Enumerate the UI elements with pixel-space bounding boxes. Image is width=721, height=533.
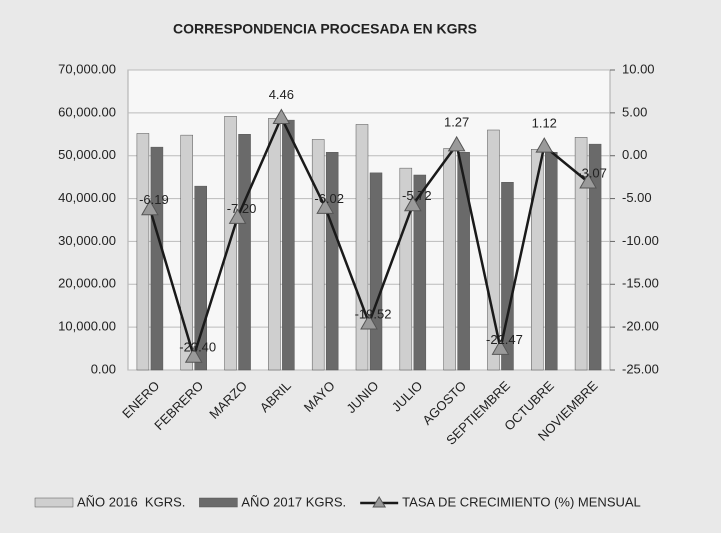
bar <box>136 133 150 371</box>
bar <box>268 118 281 371</box>
bar <box>413 174 427 371</box>
legend-marker <box>372 496 387 508</box>
bar <box>325 152 339 371</box>
y2-tick-label: 10.00 <box>622 61 655 76</box>
marker <box>403 195 422 212</box>
y2-tick-label: -20.00 <box>622 319 659 334</box>
marker <box>141 199 159 216</box>
legend-swatch <box>199 497 238 508</box>
data-label: 1.27 <box>444 114 469 129</box>
bar <box>457 152 470 371</box>
data-label: -23.40 <box>179 340 216 355</box>
marker <box>535 137 554 153</box>
bar <box>282 119 295 371</box>
bar <box>588 143 602 371</box>
bar <box>501 182 514 371</box>
bar <box>311 139 325 371</box>
y-tick-label: 60,000.00 <box>58 104 116 119</box>
legend-label: AÑO 2017 KGRS. <box>241 494 346 509</box>
y-tick-label: 70,000.00 <box>58 61 116 76</box>
marker <box>228 208 247 224</box>
y-tick-label: 0.00 <box>91 361 116 376</box>
marker <box>491 339 510 355</box>
y2-tick-label: -25.00 <box>622 361 659 376</box>
data-label: 4.46 <box>269 87 294 102</box>
data-label: 1.12 <box>532 116 557 131</box>
marker <box>360 314 378 330</box>
data-label: -7.20 <box>227 201 257 216</box>
chart-title: CORRESPONDENCIA PROCESADA EN KGRS <box>173 21 477 37</box>
y-tick-label: 40,000.00 <box>58 190 116 205</box>
y2-tick-label: -5.00 <box>622 190 652 205</box>
y-tick-label: 10,000.00 <box>58 319 116 334</box>
data-label: -19.52 <box>355 306 392 321</box>
bar <box>150 146 164 371</box>
marker <box>579 173 597 189</box>
y2-tick-label: 0.00 <box>622 147 647 162</box>
legend-label: TASA DE CRECIMIENTO (%) MENSUAL <box>402 494 641 509</box>
bar <box>238 134 251 371</box>
bar <box>369 172 383 371</box>
bar <box>487 129 500 371</box>
bar <box>574 137 588 371</box>
bar <box>443 148 456 371</box>
marker <box>447 135 466 152</box>
y2-tick-label: -15.00 <box>622 276 659 291</box>
legend-swatch <box>34 497 74 508</box>
marker <box>272 108 291 124</box>
bar <box>545 152 558 371</box>
data-label: -5.72 <box>402 188 432 203</box>
data-label: -6.02 <box>314 191 344 206</box>
y-tick-label: 20,000.00 <box>58 276 116 291</box>
bar <box>531 149 544 371</box>
data-label: -22.47 <box>486 332 523 347</box>
bar <box>180 134 193 371</box>
marker <box>316 198 335 214</box>
legend-label: AÑO 2016 KGRS. <box>77 494 185 509</box>
y-tick-label: 50,000.00 <box>58 147 116 162</box>
data-label: -3.07 <box>577 165 607 180</box>
data-label: -6.19 <box>139 192 169 207</box>
y2-tick-label: 5.00 <box>622 104 647 119</box>
marker <box>184 347 203 363</box>
y2-tick-label: -10.00 <box>622 233 659 248</box>
bar <box>355 124 369 371</box>
y-tick-label: 30,000.00 <box>58 233 116 248</box>
